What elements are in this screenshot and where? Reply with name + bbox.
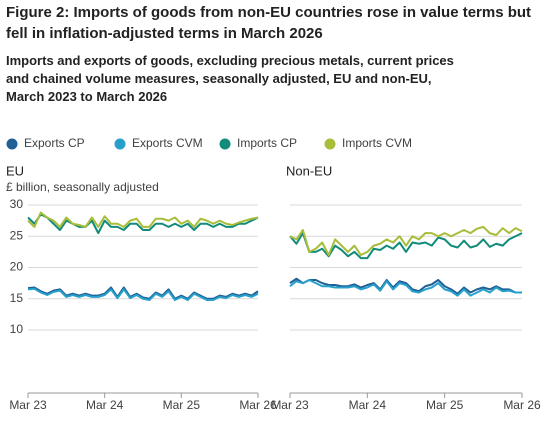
x-tick-label: Mar 23 (271, 398, 309, 412)
x-tick-label: Mar 25 (426, 398, 464, 412)
legend-swatch (6, 138, 18, 150)
x-tick-label: Mar 26 (503, 398, 541, 412)
y-axis-label: £ billion, seasonally adjusted (6, 180, 159, 194)
y-tick-label: 15 (10, 291, 24, 305)
legend-label: Imports CP (237, 136, 297, 150)
panel-title: EU (6, 163, 24, 178)
legend-swatch (324, 138, 336, 150)
panel-title: Non-EU (286, 163, 332, 178)
legend-label: Exports CVM (132, 136, 203, 150)
header: Figure 2: Imports of goods from non-EU c… (6, 2, 546, 106)
x-tick-label: Mar 23 (9, 398, 47, 412)
y-tick-label: 10 (10, 322, 24, 336)
series-line (289, 277, 522, 295)
legend-swatch (114, 138, 126, 150)
y-tick-label: 25 (10, 228, 24, 242)
x-tick-label: Mar 26 (239, 398, 277, 412)
legend-label: Imports CVM (342, 136, 412, 150)
x-tick-label: Mar 25 (163, 398, 201, 412)
y-tick-label: 20 (10, 260, 24, 274)
series-line (27, 211, 259, 228)
legend-label: Exports CP (24, 136, 85, 150)
series-line (289, 279, 522, 297)
x-tick-label: Mar 24 (349, 398, 387, 412)
legend-swatch (219, 138, 231, 150)
x-tick-label: Mar 24 (86, 398, 124, 412)
figure-title: Figure 2: Imports of goods from non-EU c… (6, 4, 532, 42)
series-line (27, 287, 259, 301)
y-tick-label: 30 (10, 197, 24, 211)
series-line (27, 213, 259, 235)
figure-subtitle: Imports and exports of goods, excluding … (6, 53, 454, 104)
series-line (289, 225, 523, 256)
series-line (289, 232, 523, 260)
